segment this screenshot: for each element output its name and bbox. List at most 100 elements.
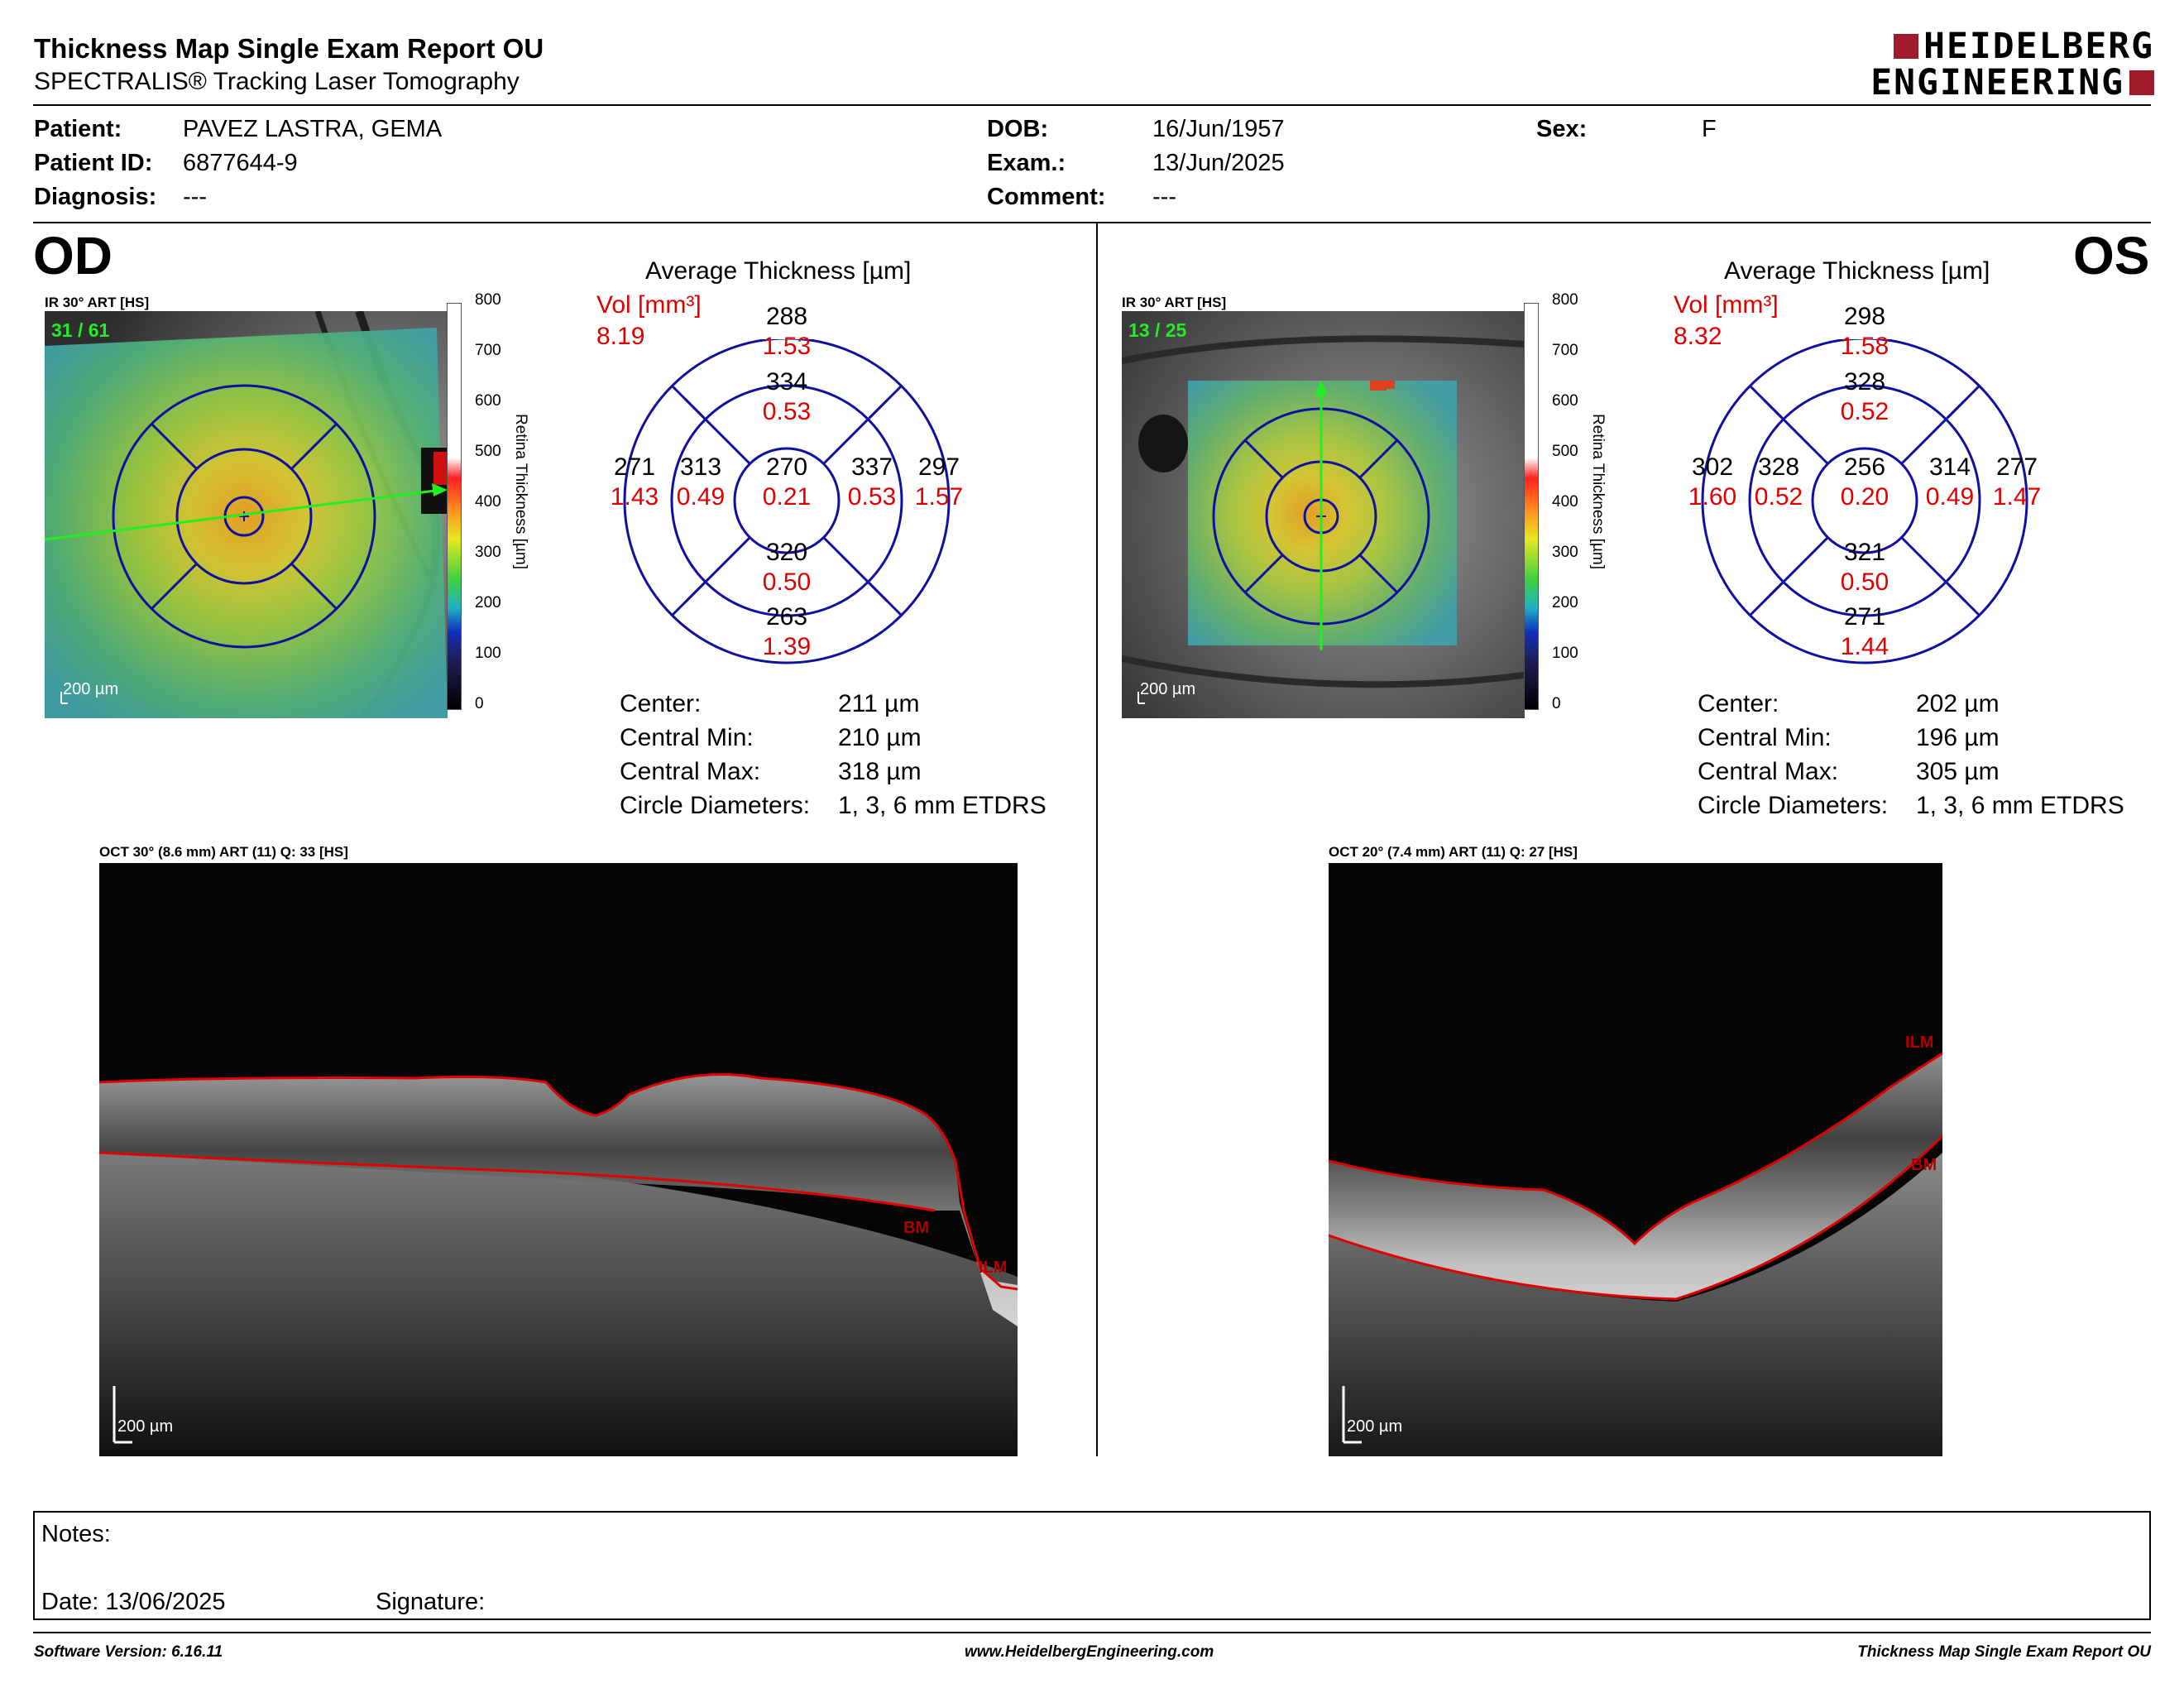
os-fundus-caption: IR 30° ART [HS] [1122, 295, 1227, 310]
os-outer-inferior-thickness: 271 [1843, 603, 1886, 631]
os-eye-label: OS [2073, 226, 2150, 285]
os-stat-label: Central Max: [1698, 758, 1839, 785]
os-oct-caption: OCT 20° (7.4 mm) ART (11) Q: 27 [HS] [1329, 844, 1578, 860]
os-thickness-overlay [1122, 311, 1525, 718]
os-stat-label: Circle Diameters: [1698, 792, 1889, 819]
od-etdrs-grid [623, 339, 951, 664]
od-oct-layers [99, 1073, 1018, 1456]
od-vol-value: 8.19 [596, 323, 645, 350]
od-outer-superior-volume: 1.53 [762, 333, 812, 360]
os-tick-label: 400 [1552, 493, 1578, 511]
od-fundus-caption: IR 30° ART [HS] [45, 295, 150, 310]
header-divider [33, 104, 2151, 106]
od-fundus-image: 31 / 61 200 µm [45, 311, 448, 718]
od-vol-label: Vol [mm³] [596, 291, 702, 319]
os-inner-nasal-volume: 0.49 [1925, 483, 1975, 511]
od-outer-superior-thickness: 288 [765, 303, 808, 330]
os-stat-value: 1, 3, 6 mm ETDRS [1916, 792, 2124, 819]
od-inner-temporal-thickness: 313 [679, 453, 722, 481]
os-stat-value: 196 µm [1916, 724, 2000, 751]
od-tick-label: 700 [475, 342, 501, 359]
os-outer-temporal-volume: 1.60 [1688, 483, 1737, 511]
os-outer-superior-thickness: 298 [1843, 303, 1886, 330]
os-vol-value: 8.32 [1674, 323, 1722, 350]
os-avg-title: Average Thickness [µm] [1724, 257, 1990, 285]
os-inner-temporal-thickness: 328 [1757, 453, 1800, 481]
os-outer-nasal-volume: 1.47 [1992, 483, 2042, 511]
od-tick-label: 100 [475, 645, 501, 662]
diagnosis-value: --- [183, 184, 207, 210]
os-outer-temporal-thickness: 302 [1691, 453, 1734, 481]
od-oct-scale: 200 µm [117, 1417, 174, 1436]
os-inner-superior-thickness: 328 [1843, 368, 1886, 396]
os-oct-layers [1329, 1052, 1942, 1456]
os-tick-label: 100 [1552, 645, 1578, 662]
os-bm-label: BM [1911, 1156, 1937, 1174]
footer-report-name: Thickness Map Single Exam Report OU [1857, 1643, 2151, 1661]
od-tick-label: 0 [475, 695, 484, 712]
od-tick-label: 800 [475, 291, 501, 309]
od-outer-inferior-volume: 1.39 [762, 633, 812, 660]
os-inner-inferior-volume: 0.50 [1840, 568, 1889, 596]
os-outer-inferior-volume: 1.44 [1840, 633, 1889, 660]
date-label: Date: 13/06/2025 [41, 1589, 226, 1615]
logo-line-1: HEIDELBERG [1923, 26, 2154, 67]
od-center-volume: 0.21 [762, 483, 812, 511]
od-tick-label: 400 [475, 493, 501, 511]
os-oct-bscan: ILM BM 200 µm [1329, 863, 1942, 1456]
report-title: Thickness Map Single Exam Report OU [34, 33, 544, 64]
comment-value: --- [1152, 184, 1176, 210]
logo-line-2: ENGINEERING [1870, 62, 2124, 103]
os-ilm-label: ILM [1905, 1033, 1934, 1052]
od-center-thickness: 270 [765, 453, 808, 481]
od-inner-inferior-volume: 0.50 [762, 568, 812, 596]
od-outer-inferior-thickness: 263 [765, 603, 808, 631]
od-stat-value: 210 µm [838, 724, 922, 751]
od-tick-label: 300 [475, 544, 501, 561]
os-oct-scale: 200 µm [1347, 1417, 1403, 1436]
os-colorbar-title: Retina Thickness [µm] [1589, 414, 1607, 569]
od-stat-label: Central Max: [620, 758, 761, 785]
report-subtitle: SPECTRALIS® Tracking Laser Tomography [34, 68, 520, 95]
od-eye-label: OD [33, 226, 113, 285]
os-inner-inferior-thickness: 321 [1843, 539, 1886, 566]
website-link[interactable]: www.HeidelbergEngineering.com [965, 1643, 1214, 1661]
os-tick-label: 700 [1552, 342, 1578, 359]
os-tick-label: 500 [1552, 443, 1578, 460]
sex-value: F [1702, 116, 1717, 142]
os-etdrs-grid [1701, 339, 2028, 664]
os-fundus-image: 13 / 25 200 µm [1122, 311, 1525, 718]
dob-label: DOB: [987, 116, 1049, 142]
os-tick-label: 200 [1552, 594, 1578, 611]
od-inner-nasal-thickness: 337 [850, 453, 893, 481]
sex-label: Sex: [1536, 116, 1588, 142]
dob-value: 16/Jun/1957 [1152, 116, 1285, 142]
od-stat-value: 318 µm [838, 758, 922, 785]
od-stat-label: Circle Diameters: [620, 792, 811, 819]
patient-id: 6877644-9 [183, 150, 298, 176]
od-outer-nasal-volume: 1.57 [914, 483, 964, 511]
os-vol-label: Vol [mm³] [1674, 291, 1779, 319]
os-outer-nasal-thickness: 277 [1995, 453, 2038, 481]
logo-square-bottom [2129, 70, 2154, 95]
exam-label: Exam.: [987, 150, 1066, 176]
os-tick-label: 800 [1552, 291, 1578, 309]
od-ilm-label: ILM [979, 1259, 1008, 1277]
notes-label: Notes: [41, 1521, 111, 1547]
od-stat-label: Central Min: [620, 724, 754, 751]
patient-label: Patient: [34, 116, 122, 142]
od-stat-value: 1, 3, 6 mm ETDRS [838, 792, 1046, 819]
comment-label: Comment: [987, 184, 1106, 210]
os-stat-label: Central Min: [1698, 724, 1832, 751]
od-thickness-overlay [45, 311, 448, 718]
os-frame-count: 13 / 25 [1128, 319, 1187, 341]
signature-label: Signature: [376, 1589, 486, 1615]
od-colorbar [447, 303, 462, 710]
os-inner-nasal-thickness: 314 [1928, 453, 1971, 481]
diagnosis-label: Diagnosis: [34, 184, 157, 210]
od-avg-title: Average Thickness [µm] [645, 257, 912, 285]
notes-box[interactable]: Notes: Date: 13/06/2025 Signature: [33, 1511, 2151, 1620]
od-oct-caption: OCT 30° (8.6 mm) ART (11) Q: 33 [HS] [99, 844, 348, 860]
patient-id-label: Patient ID: [34, 150, 153, 176]
patient-name: PAVEZ LASTRA, GEMA [183, 116, 443, 142]
